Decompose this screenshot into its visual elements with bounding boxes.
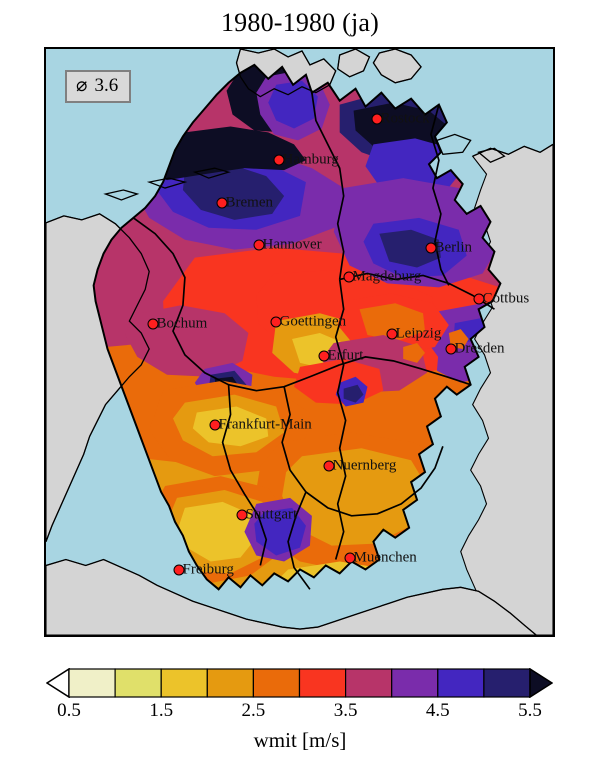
city-marker-rostock: Rostock bbox=[371, 110, 430, 126]
state-borders bbox=[132, 92, 495, 590]
city-dot-icon bbox=[236, 509, 248, 521]
map-svg bbox=[46, 49, 553, 635]
city-dot-icon bbox=[318, 350, 330, 362]
city-label: Berlin bbox=[434, 239, 473, 256]
city-dot-icon bbox=[445, 343, 457, 355]
map-canvas bbox=[46, 49, 553, 635]
colorbar-band-9 bbox=[483, 668, 531, 698]
city-dot-icon bbox=[344, 552, 356, 564]
colorbar-tick-3: 3.5 bbox=[333, 700, 358, 721]
colorbar-band-2 bbox=[160, 668, 208, 698]
city-marker-hannover: Hannover bbox=[253, 236, 322, 252]
city-marker-goettingen: Goettingen bbox=[270, 313, 346, 329]
city-dot-icon bbox=[386, 328, 398, 340]
colorbar-band-3 bbox=[206, 668, 255, 698]
city-label: Muenchen bbox=[353, 549, 417, 566]
colorbar-band-1 bbox=[114, 668, 162, 698]
city-dot-icon bbox=[273, 154, 285, 166]
city-label: Bochum bbox=[156, 315, 208, 332]
figure-title: 1980-1980 (ja) bbox=[220, 8, 380, 37]
colorbar-tick-labels: 0.5 1.5 2.5 3.5 4.5 5.5 bbox=[0, 700, 600, 726]
city-marker-magdeburg: Magdeburg bbox=[343, 268, 421, 284]
colorbar-band-8 bbox=[437, 668, 485, 698]
city-label: Stuttgart bbox=[245, 506, 298, 523]
city-label: Cottbus bbox=[482, 290, 530, 307]
city-marker-hamburg: Hamburg bbox=[273, 151, 339, 167]
colorbar-under-arrow bbox=[46, 668, 70, 698]
city-marker-berlin: Berlin bbox=[425, 239, 472, 255]
city-label: Dresden bbox=[454, 340, 505, 357]
colorbar-over-arrow bbox=[529, 668, 553, 698]
city-dot-icon bbox=[173, 564, 185, 576]
city-label: Goettingen bbox=[279, 313, 347, 330]
city-dot-icon bbox=[209, 419, 221, 431]
city-label: Freiburg bbox=[182, 561, 234, 578]
colorbar-band-5 bbox=[298, 668, 347, 698]
city-label: Hamburg bbox=[282, 151, 339, 168]
colorbar-tick-4: 4.5 bbox=[425, 700, 450, 721]
city-dot-icon bbox=[253, 239, 265, 251]
colorbar-tick-1: 1.5 bbox=[149, 700, 174, 721]
coastlines bbox=[46, 49, 553, 635]
city-marker-nuernberg: Nuernberg bbox=[323, 457, 396, 473]
city-marker-muenchen: Muenchen bbox=[344, 549, 417, 565]
map-panel: ⌀ 3.6 Rostock Hamburg Bremen Hannover Berlin M… bbox=[44, 47, 555, 637]
city-marker-leipzig: Leipzig bbox=[386, 325, 441, 341]
colorbar-axis-label: wmit [m/s] bbox=[253, 728, 347, 752]
mean-value: 3.6 bbox=[94, 75, 119, 96]
city-dot-icon bbox=[473, 293, 485, 305]
city-marker-bochum: Bochum bbox=[147, 315, 207, 331]
colorbar-band-0 bbox=[68, 668, 116, 698]
germany-outline bbox=[92, 63, 502, 591]
city-marker-erfurt: Erfurt bbox=[318, 347, 363, 363]
city-label: Nuernberg bbox=[332, 457, 397, 474]
city-dot-icon bbox=[216, 197, 228, 209]
city-dot-icon bbox=[371, 113, 383, 125]
city-label: Rostock bbox=[380, 110, 430, 127]
colorbar-tick-0: 0.5 bbox=[57, 700, 81, 721]
city-label: Frankfurt-Main bbox=[218, 416, 312, 433]
colorbar-tick-2: 2.5 bbox=[241, 700, 266, 721]
colorbar-band-7 bbox=[391, 668, 439, 698]
mean-annotation-box: ⌀ 3.6 bbox=[65, 70, 132, 103]
colorbar-panel: 0.5 1.5 2.5 3.5 4.5 5.5 wmit [m/s] bbox=[0, 660, 600, 780]
city-label: Erfurt bbox=[327, 347, 364, 364]
city-dot-icon bbox=[270, 316, 282, 328]
city-label: Magdeburg bbox=[352, 268, 422, 285]
city-dot-icon bbox=[343, 271, 355, 283]
city-marker-stuttgart: Stuttgart bbox=[236, 506, 297, 522]
colorbar-band-4 bbox=[252, 668, 301, 698]
city-dot-icon bbox=[147, 318, 159, 330]
city-marker-cottbus: Cottbus bbox=[473, 290, 529, 306]
city-label: Hannover bbox=[262, 236, 322, 253]
city-label: Leipzig bbox=[395, 325, 442, 342]
colorbar-band-6 bbox=[345, 668, 393, 698]
city-marker-freiburg: Freiburg bbox=[173, 561, 234, 577]
city-dot-icon bbox=[425, 242, 437, 254]
city-marker-dresden: Dresden bbox=[445, 340, 504, 356]
city-marker-bremen: Bremen bbox=[216, 194, 273, 210]
diameter-mean-icon: ⌀ bbox=[76, 75, 88, 96]
colorbar bbox=[46, 668, 553, 698]
colorbar-tick-5: 5.5 bbox=[518, 700, 542, 721]
city-label: Bremen bbox=[225, 194, 273, 211]
city-marker-frankfurt-main: Frankfurt-Main bbox=[209, 416, 312, 432]
city-dot-icon bbox=[323, 460, 335, 472]
